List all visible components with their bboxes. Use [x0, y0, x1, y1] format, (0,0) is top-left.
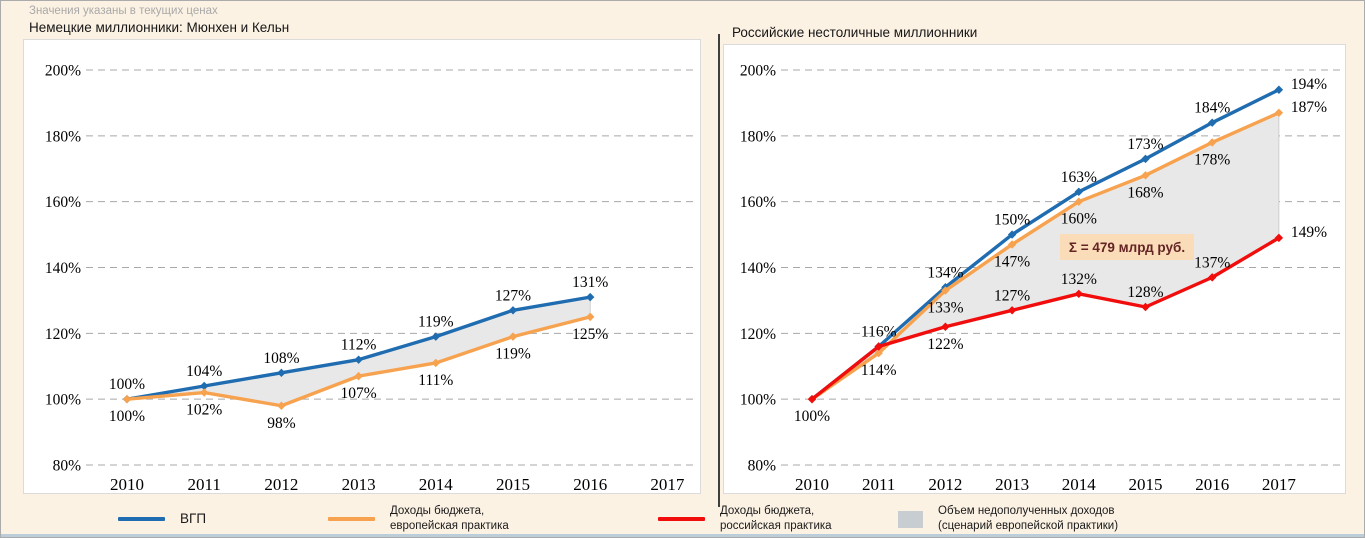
svg-text:2010: 2010	[110, 475, 144, 493]
svg-text:119%: 119%	[495, 346, 531, 363]
svg-text:2017: 2017	[1262, 475, 1297, 493]
left-chart-panel: 80% 100% 120% 140% 160% 180% 200% 2010 2011 2012 2…	[23, 39, 701, 494]
svg-text:114%: 114%	[861, 362, 897, 379]
left-chart-title: Немецкие миллионники: Мюнхен и Кельн	[29, 20, 290, 35]
svg-text:2014: 2014	[419, 475, 454, 493]
svg-text:2010: 2010	[795, 475, 829, 493]
legend-label-eu-practice: Доходы бюджета, европейская практика	[390, 505, 509, 532]
svg-text:2015: 2015	[496, 475, 530, 493]
svg-text:140%: 140%	[740, 260, 776, 277]
svg-text:116%: 116%	[861, 324, 897, 341]
svg-text:2016: 2016	[573, 475, 607, 493]
svg-text:107%: 107%	[341, 385, 377, 402]
svg-text:2013: 2013	[342, 475, 376, 493]
legend-line-blue	[118, 517, 165, 521]
charts-divider	[718, 34, 720, 507]
svg-text:2012: 2012	[264, 475, 298, 493]
svg-text:100%: 100%	[109, 376, 145, 393]
svg-text:120%: 120%	[740, 326, 776, 343]
svg-text:119%: 119%	[418, 314, 454, 331]
svg-text:2016: 2016	[1195, 475, 1229, 493]
svg-text:180%: 180%	[740, 128, 776, 145]
svg-text:178%: 178%	[1194, 151, 1230, 168]
svg-text:127%: 127%	[994, 287, 1030, 304]
svg-text:80%: 80%	[748, 458, 777, 475]
svg-text:2014: 2014	[1062, 475, 1097, 493]
svg-text:184%: 184%	[1194, 100, 1230, 117]
legend-box-grey	[898, 510, 923, 528]
svg-text:102%: 102%	[186, 402, 222, 419]
svg-text:134%: 134%	[927, 264, 963, 281]
legend-item-ru-practice: Доходы бюджета, российская практика	[658, 503, 832, 535]
svg-text:150%: 150%	[994, 212, 1030, 229]
svg-text:100%: 100%	[740, 392, 776, 409]
svg-text:173%: 173%	[1127, 136, 1163, 153]
svg-text:108%: 108%	[263, 350, 299, 367]
svg-text:149%: 149%	[1291, 224, 1327, 241]
svg-text:128%: 128%	[1127, 284, 1163, 301]
svg-text:2011: 2011	[862, 475, 895, 493]
svg-text:147%: 147%	[994, 253, 1030, 270]
svg-text:2015: 2015	[1129, 475, 1163, 493]
bottom-accent-line	[1, 534, 1364, 537]
legend-line-red	[658, 517, 705, 521]
svg-text:100%: 100%	[45, 392, 81, 409]
svg-text:100%: 100%	[109, 408, 145, 425]
legend-label-revenue-gap: Объем недополученных доходов (сценарий е…	[938, 505, 1119, 532]
svg-text:132%: 132%	[1061, 271, 1097, 288]
svg-text:98%: 98%	[267, 415, 296, 432]
svg-text:200%: 200%	[45, 63, 81, 80]
values-note: Значения указаны в текущих ценах	[29, 5, 218, 17]
svg-text:180%: 180%	[45, 128, 81, 145]
svg-text:120%: 120%	[45, 326, 81, 343]
legend-item-revenue-gap: Объем недополученных доходов (сценарий е…	[898, 503, 1118, 535]
svg-text:Σ = 479 млрд руб.: Σ = 479 млрд руб.	[1069, 240, 1185, 255]
svg-text:200%: 200%	[740, 63, 776, 80]
svg-text:2012: 2012	[928, 475, 962, 493]
legend-line-orange	[328, 517, 375, 521]
svg-text:140%: 140%	[45, 260, 81, 277]
legend-item-eu-practice: Доходы бюджета, европейская практика	[328, 503, 509, 535]
svg-text:160%: 160%	[740, 194, 776, 211]
svg-text:194%: 194%	[1291, 76, 1327, 93]
right-chart-panel: 80% 100% 120% 140% 160% 180% 200% 2010 2011 2012 2…	[723, 44, 1346, 494]
svg-text:2013: 2013	[995, 475, 1029, 493]
svg-text:187%: 187%	[1291, 99, 1327, 116]
svg-text:160%: 160%	[45, 194, 81, 211]
svg-text:168%: 168%	[1127, 184, 1163, 201]
legend-item-vgp: ВГП	[118, 503, 206, 535]
legend-label-ru-practice: Доходы бюджета, российская практика	[720, 505, 832, 532]
svg-text:111%: 111%	[418, 372, 453, 389]
svg-text:104%: 104%	[186, 363, 222, 380]
svg-text:127%: 127%	[495, 287, 531, 304]
svg-text:2011: 2011	[188, 475, 221, 493]
svg-text:163%: 163%	[1061, 169, 1097, 186]
right-chart: 80% 100% 120% 140% 160% 180% 200% 2010 2011 2012 2…	[740, 63, 1340, 493]
svg-text:133%: 133%	[927, 300, 963, 317]
svg-text:131%: 131%	[572, 274, 608, 291]
svg-text:2017: 2017	[650, 475, 685, 493]
svg-text:160%: 160%	[1061, 211, 1097, 228]
right-chart-title: Российские нестоличные миллионники	[732, 25, 978, 40]
svg-text:80%: 80%	[53, 458, 82, 475]
svg-text:100%: 100%	[794, 408, 830, 425]
svg-text:112%: 112%	[341, 337, 377, 354]
legend-label-vgp: ВГП	[180, 511, 207, 527]
svg-text:125%: 125%	[572, 326, 608, 343]
svg-text:137%: 137%	[1194, 254, 1230, 271]
left-chart: 80% 100% 120% 140% 160% 180% 200% 2010 2011 2012 2…	[45, 63, 698, 493]
svg-text:122%: 122%	[927, 336, 963, 353]
